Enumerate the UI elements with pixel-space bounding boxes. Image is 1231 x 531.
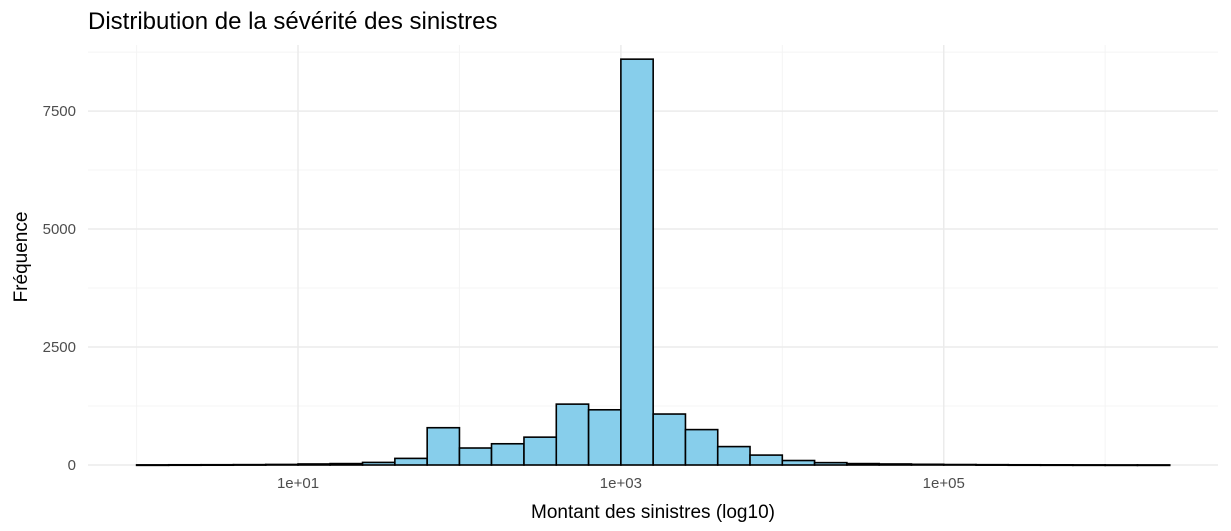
histogram-bars: [135, 58, 1171, 467]
histogram-bar: [394, 457, 428, 466]
histogram-bar: [652, 413, 687, 466]
histogram-bar: [361, 461, 396, 466]
y-tick-label: 0: [68, 457, 76, 474]
histogram-bar: [620, 58, 654, 466]
y-tick-label: 5000: [43, 221, 76, 238]
histogram-bar: [426, 426, 461, 466]
histogram-bar: [490, 442, 525, 466]
histogram-bar: [716, 445, 751, 466]
x-tick-label: 1e+03: [600, 475, 642, 492]
histogram-bar: [975, 463, 1010, 466]
histogram-bar: [781, 459, 816, 466]
histogram-bar: [523, 436, 558, 466]
histogram-bar: [167, 463, 202, 467]
y-axis-title: Fréquence: [11, 212, 32, 303]
histogram-bar: [1072, 464, 1106, 467]
y-tick-label: 7500: [43, 103, 76, 120]
y-tick-label: 2500: [43, 339, 76, 356]
histogram-bar: [910, 463, 945, 466]
histogram-bar: [587, 408, 622, 466]
histogram-bar: [749, 454, 784, 466]
histogram-bar: [1136, 464, 1171, 467]
chart-title: Distribution de la sévérité des sinistre…: [88, 8, 498, 35]
histogram-bar: [135, 464, 170, 467]
histogram-bar: [1039, 464, 1074, 467]
x-axis-title: Montant des sinistres (log10): [531, 502, 775, 523]
histogram-bar: [1104, 464, 1139, 467]
histogram-bar: [684, 428, 719, 466]
y-axis-ticks: 0 2500 5000 7500: [43, 103, 76, 474]
histogram-bar: [297, 463, 331, 466]
histogram-bar: [232, 463, 267, 466]
histogram-bar: [264, 463, 299, 466]
histogram-bar: [329, 462, 364, 466]
histogram-bar: [878, 463, 913, 466]
x-tick-label: 1e+01: [277, 475, 319, 492]
histogram-bar: [813, 461, 848, 466]
histogram-bar: [846, 462, 880, 466]
x-tick-label: 1e+05: [923, 475, 965, 492]
histogram-bar: [555, 403, 590, 466]
histogram-bar: [1007, 463, 1042, 467]
histogram-bar: [200, 463, 235, 467]
histogram-bar: [458, 447, 493, 466]
histogram-bar: [942, 463, 977, 466]
x-axis-ticks: 1e+01 1e+03 1e+05: [277, 475, 965, 492]
